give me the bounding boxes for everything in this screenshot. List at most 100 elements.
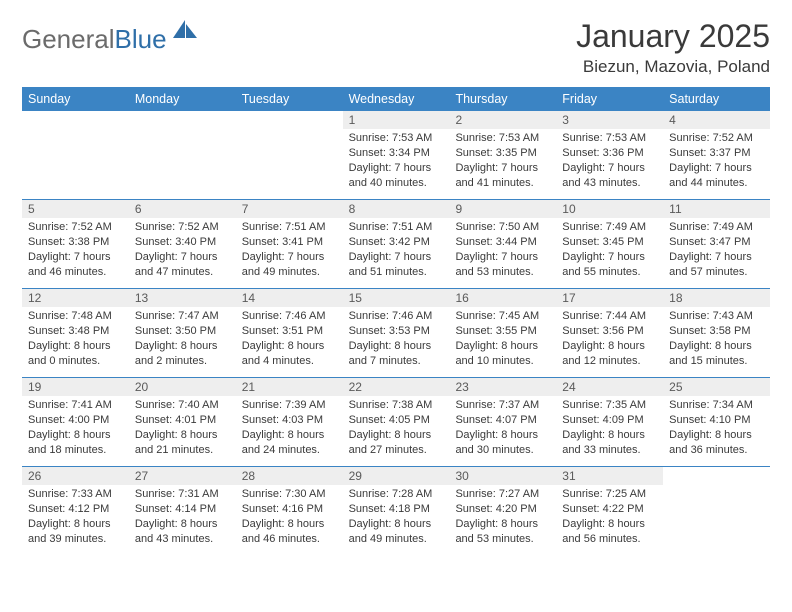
day-content: Sunrise: 7:38 AMSunset: 4:05 PMDaylight:… <box>343 398 450 461</box>
day-cell: 4Sunrise: 7:52 AMSunset: 3:37 PMDaylight… <box>663 111 770 199</box>
sunrise-text: Sunrise: 7:43 AM <box>669 309 764 324</box>
day-content: Sunrise: 7:46 AMSunset: 3:53 PMDaylight:… <box>343 309 450 372</box>
day-cell: 19Sunrise: 7:41 AMSunset: 4:00 PMDayligh… <box>22 378 129 466</box>
week-row: 19Sunrise: 7:41 AMSunset: 4:00 PMDayligh… <box>22 378 770 467</box>
sunset-text: Sunset: 4:14 PM <box>135 502 230 517</box>
day-cell: 26Sunrise: 7:33 AMSunset: 4:12 PMDayligh… <box>22 467 129 555</box>
day-content: Sunrise: 7:52 AMSunset: 3:37 PMDaylight:… <box>663 131 770 194</box>
page-subtitle: Biezun, Mazovia, Poland <box>576 57 770 77</box>
sunrise-text: Sunrise: 7:25 AM <box>562 487 657 502</box>
week-row: 5Sunrise: 7:52 AMSunset: 3:38 PMDaylight… <box>22 200 770 289</box>
sunrise-text: Sunrise: 7:48 AM <box>28 309 123 324</box>
day-cell: 22 Sunrise: 7:38 AMSunset: 4:05 PMDayligh… <box>343 378 450 466</box>
day-number: 1 <box>343 111 450 129</box>
day-cell: 21 Sunrise: 7:39 AMSunset: 4:03 PMDayligh… <box>236 378 343 466</box>
day-number: 15 <box>343 289 450 307</box>
weeks-container: 1Sunrise: 7:53 AMSunset: 3:34 PMDaylight… <box>22 111 770 555</box>
sunrise-text: Sunrise: 7:27 AM <box>455 487 550 502</box>
sunset-text: Sunset: 4:03 PM <box>242 413 337 428</box>
day-content: Sunrise: 7:48 AMSunset: 3:48 PMDaylight:… <box>22 309 129 372</box>
sunset-text: Sunset: 4:20 PM <box>455 502 550 517</box>
day-number: 3 <box>556 111 663 129</box>
sunrise-text: Sunrise: 7:52 AM <box>28 220 123 235</box>
weekday-header: Thursday <box>449 87 556 111</box>
day-number: 28 <box>236 467 343 485</box>
day-number: 14 <box>236 289 343 307</box>
brand-part2: Blue <box>115 24 167 55</box>
sunset-text: Sunset: 3:40 PM <box>135 235 230 250</box>
day-content: Sunrise: 7:45 AMSunset: 3:55 PMDaylight:… <box>449 309 556 372</box>
weekday-header-row: SundayMondayTuesdayWednesdayThursdayFrid… <box>22 87 770 111</box>
sunrise-text: Sunrise: 7:51 AM <box>349 220 444 235</box>
daylight-text: Daylight: 8 hours and 24 minutes. <box>242 428 337 458</box>
daylight-text: Daylight: 7 hours and 46 minutes. <box>28 250 123 280</box>
day-number: 29 <box>343 467 450 485</box>
day-cell <box>236 111 343 199</box>
sunset-text: Sunset: 4:22 PM <box>562 502 657 517</box>
day-cell: 30Sunrise: 7:27 AMSunset: 4:20 PMDayligh… <box>449 467 556 555</box>
daylight-text: Daylight: 8 hours and 36 minutes. <box>669 428 764 458</box>
day-number: 31 <box>556 467 663 485</box>
day-content: Sunrise: 7:40 AMSunset: 4:01 PMDaylight:… <box>129 398 236 461</box>
day-cell <box>129 111 236 199</box>
day-content: Sunrise: 7:43 AMSunset: 3:58 PMDaylight:… <box>663 309 770 372</box>
day-content: Sunrise: 7:35 AMSunset: 4:09 PMDaylight:… <box>556 398 663 461</box>
day-cell: 25Sunrise: 7:34 AMSunset: 4:10 PMDayligh… <box>663 378 770 466</box>
sunrise-text: Sunrise: 7:44 AM <box>562 309 657 324</box>
daylight-text: Daylight: 8 hours and 33 minutes. <box>562 428 657 458</box>
week-row: 12Sunrise: 7:48 AMSunset: 3:48 PMDayligh… <box>22 289 770 378</box>
sunset-text: Sunset: 3:47 PM <box>669 235 764 250</box>
day-content: Sunrise: 7:49 AMSunset: 3:47 PMDaylight:… <box>663 220 770 283</box>
day-number: 11 <box>663 200 770 218</box>
day-number: 10 <box>556 200 663 218</box>
day-number: 26 <box>22 467 129 485</box>
sunset-text: Sunset: 3:38 PM <box>28 235 123 250</box>
day-content: Sunrise: 7:27 AMSunset: 4:20 PMDaylight:… <box>449 487 556 550</box>
day-cell: 9Sunrise: 7:50 AMSunset: 3:44 PMDaylight… <box>449 200 556 288</box>
daylight-text: Daylight: 7 hours and 51 minutes. <box>349 250 444 280</box>
daylight-text: Daylight: 8 hours and 0 minutes. <box>28 339 123 369</box>
weekday-header: Tuesday <box>236 87 343 111</box>
day-cell: 10Sunrise: 7:49 AMSunset: 3:45 PMDayligh… <box>556 200 663 288</box>
sunrise-text: Sunrise: 7:38 AM <box>349 398 444 413</box>
day-number: 5 <box>22 200 129 218</box>
day-content: Sunrise: 7:44 AMSunset: 3:56 PMDaylight:… <box>556 309 663 372</box>
day-cell: 18Sunrise: 7:43 AMSunset: 3:58 PMDayligh… <box>663 289 770 377</box>
sunset-text: Sunset: 3:58 PM <box>669 324 764 339</box>
sunrise-text: Sunrise: 7:33 AM <box>28 487 123 502</box>
sunrise-text: Sunrise: 7:40 AM <box>135 398 230 413</box>
day-content: Sunrise: 7:37 AMSunset: 4:07 PMDaylight:… <box>449 398 556 461</box>
sunset-text: Sunset: 4:10 PM <box>669 413 764 428</box>
sunrise-text: Sunrise: 7:35 AM <box>562 398 657 413</box>
sunset-text: Sunset: 3:41 PM <box>242 235 337 250</box>
day-cell: 29Sunrise: 7:28 AMSunset: 4:18 PMDayligh… <box>343 467 450 555</box>
brand-logo: GeneralBlue <box>22 24 199 55</box>
weekday-header: Saturday <box>663 87 770 111</box>
sunrise-text: Sunrise: 7:39 AM <box>242 398 337 413</box>
day-number: 22 <box>343 378 450 396</box>
day-content: Sunrise: 7:51 AMSunset: 3:41 PMDaylight:… <box>236 220 343 283</box>
sunrise-text: Sunrise: 7:45 AM <box>455 309 550 324</box>
day-number: 17 <box>556 289 663 307</box>
sunset-text: Sunset: 3:34 PM <box>349 146 444 161</box>
weekday-header: Friday <box>556 87 663 111</box>
weekday-header: Sunday <box>22 87 129 111</box>
daylight-text: Daylight: 7 hours and 47 minutes. <box>135 250 230 280</box>
sunrise-text: Sunrise: 7:52 AM <box>135 220 230 235</box>
daylight-text: Daylight: 7 hours and 55 minutes. <box>562 250 657 280</box>
day-cell: 3Sunrise: 7:53 AMSunset: 3:36 PMDaylight… <box>556 111 663 199</box>
day-number: 21 <box>236 378 343 396</box>
day-cell: 27Sunrise: 7:31 AMSunset: 4:14 PMDayligh… <box>129 467 236 555</box>
daylight-text: Daylight: 8 hours and 2 minutes. <box>135 339 230 369</box>
daylight-text: Daylight: 8 hours and 46 minutes. <box>242 517 337 547</box>
sunrise-text: Sunrise: 7:50 AM <box>455 220 550 235</box>
day-cell: 1Sunrise: 7:53 AMSunset: 3:34 PMDaylight… <box>343 111 450 199</box>
day-content: Sunrise: 7:46 AMSunset: 3:51 PMDaylight:… <box>236 309 343 372</box>
daylight-text: Daylight: 8 hours and 56 minutes. <box>562 517 657 547</box>
sunrise-text: Sunrise: 7:51 AM <box>242 220 337 235</box>
sunrise-text: Sunrise: 7:37 AM <box>455 398 550 413</box>
day-number: 6 <box>129 200 236 218</box>
sunset-text: Sunset: 3:45 PM <box>562 235 657 250</box>
day-cell: 14 Sunrise: 7:46 AMSunset: 3:51 PMDayligh… <box>236 289 343 377</box>
day-cell: 8Sunrise: 7:51 AMSunset: 3:42 PMDaylight… <box>343 200 450 288</box>
